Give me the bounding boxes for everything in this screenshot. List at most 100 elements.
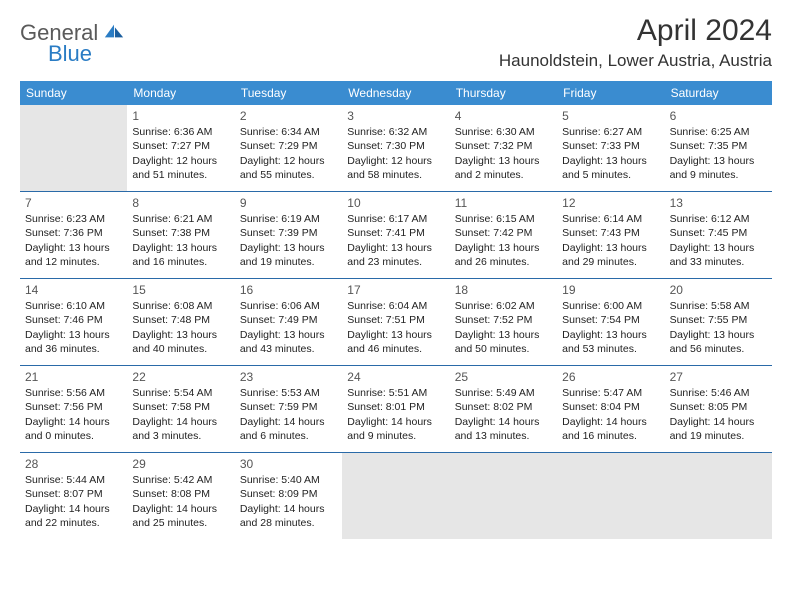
sunrise-line: Sunrise: 6:08 AM [132, 299, 229, 313]
calendar-cell: 16Sunrise: 6:06 AMSunset: 7:49 PMDayligh… [235, 279, 342, 365]
sunrise-line: Sunrise: 6:02 AM [455, 299, 552, 313]
sunrise-line: Sunrise: 6:19 AM [240, 212, 337, 226]
daylight-line: Daylight: 14 hours and 9 minutes. [347, 415, 444, 443]
daylight-line: Daylight: 13 hours and 29 minutes. [562, 241, 659, 269]
day-number: 15 [132, 282, 229, 298]
sunrise-line: Sunrise: 6:36 AM [132, 125, 229, 139]
daylight-line: Daylight: 13 hours and 36 minutes. [25, 328, 122, 356]
day-number: 23 [240, 369, 337, 385]
day-number: 7 [25, 195, 122, 211]
sunset-line: Sunset: 7:54 PM [562, 313, 659, 327]
sunset-line: Sunset: 7:51 PM [347, 313, 444, 327]
sunrise-line: Sunrise: 6:06 AM [240, 299, 337, 313]
day-number: 12 [562, 195, 659, 211]
sunset-line: Sunset: 8:01 PM [347, 400, 444, 414]
calendar-cell: 17Sunrise: 6:04 AMSunset: 7:51 PMDayligh… [342, 279, 449, 365]
sunrise-line: Sunrise: 6:17 AM [347, 212, 444, 226]
calendar-cell-empty [20, 105, 127, 191]
sunrise-line: Sunrise: 6:15 AM [455, 212, 552, 226]
sunrise-line: Sunrise: 5:58 AM [670, 299, 767, 313]
daylight-line: Daylight: 12 hours and 51 minutes. [132, 154, 229, 182]
calendar-cell: 4Sunrise: 6:30 AMSunset: 7:32 PMDaylight… [450, 105, 557, 191]
header: General Blue April 2024 Haunoldstein, Lo… [20, 14, 772, 71]
sunset-line: Sunset: 7:49 PM [240, 313, 337, 327]
day-number: 21 [25, 369, 122, 385]
brand-blue: Blue [48, 43, 125, 65]
daylight-line: Daylight: 13 hours and 2 minutes. [455, 154, 552, 182]
sunset-line: Sunset: 7:41 PM [347, 226, 444, 240]
calendar-cell: 13Sunrise: 6:12 AMSunset: 7:45 PMDayligh… [665, 192, 772, 278]
day-number: 24 [347, 369, 444, 385]
daylight-line: Daylight: 13 hours and 12 minutes. [25, 241, 122, 269]
sunrise-line: Sunrise: 5:40 AM [240, 473, 337, 487]
calendar-cell: 24Sunrise: 5:51 AMSunset: 8:01 PMDayligh… [342, 366, 449, 452]
logo-sail-icon [103, 22, 125, 40]
sunset-line: Sunset: 7:27 PM [132, 139, 229, 153]
calendar-cell: 12Sunrise: 6:14 AMSunset: 7:43 PMDayligh… [557, 192, 664, 278]
daylight-line: Daylight: 13 hours and 5 minutes. [562, 154, 659, 182]
day-number: 1 [132, 108, 229, 124]
daylight-line: Daylight: 13 hours and 33 minutes. [670, 241, 767, 269]
day-number: 20 [670, 282, 767, 298]
daylight-line: Daylight: 13 hours and 40 minutes. [132, 328, 229, 356]
day-number: 18 [455, 282, 552, 298]
sunrise-line: Sunrise: 6:23 AM [25, 212, 122, 226]
sunset-line: Sunset: 7:33 PM [562, 139, 659, 153]
sunset-line: Sunset: 7:36 PM [25, 226, 122, 240]
daylight-line: Daylight: 12 hours and 58 minutes. [347, 154, 444, 182]
daylight-line: Daylight: 12 hours and 55 minutes. [240, 154, 337, 182]
sunrise-line: Sunrise: 6:25 AM [670, 125, 767, 139]
sunset-line: Sunset: 7:59 PM [240, 400, 337, 414]
sunset-line: Sunset: 7:35 PM [670, 139, 767, 153]
sunset-line: Sunset: 7:29 PM [240, 139, 337, 153]
day-number: 26 [562, 369, 659, 385]
sunrise-line: Sunrise: 6:12 AM [670, 212, 767, 226]
sunset-line: Sunset: 8:04 PM [562, 400, 659, 414]
sunrise-line: Sunrise: 5:47 AM [562, 386, 659, 400]
day-number: 9 [240, 195, 337, 211]
daylight-line: Daylight: 14 hours and 28 minutes. [240, 502, 337, 530]
day-number: 2 [240, 108, 337, 124]
day-number: 19 [562, 282, 659, 298]
sunset-line: Sunset: 7:39 PM [240, 226, 337, 240]
sunset-line: Sunset: 7:55 PM [670, 313, 767, 327]
calendar-cell: 19Sunrise: 6:00 AMSunset: 7:54 PMDayligh… [557, 279, 664, 365]
calendar-cell: 15Sunrise: 6:08 AMSunset: 7:48 PMDayligh… [127, 279, 234, 365]
calendar-cell: 11Sunrise: 6:15 AMSunset: 7:42 PMDayligh… [450, 192, 557, 278]
sunrise-line: Sunrise: 6:10 AM [25, 299, 122, 313]
sunrise-line: Sunrise: 6:21 AM [132, 212, 229, 226]
day-number: 8 [132, 195, 229, 211]
sunset-line: Sunset: 7:52 PM [455, 313, 552, 327]
calendar-cell: 7Sunrise: 6:23 AMSunset: 7:36 PMDaylight… [20, 192, 127, 278]
calendar-cell-empty [342, 453, 449, 539]
daylight-line: Daylight: 13 hours and 43 minutes. [240, 328, 337, 356]
sunrise-line: Sunrise: 6:30 AM [455, 125, 552, 139]
sunset-line: Sunset: 7:48 PM [132, 313, 229, 327]
daylight-line: Daylight: 13 hours and 23 minutes. [347, 241, 444, 269]
brand-logo: General Blue [20, 22, 125, 65]
day-number: 27 [670, 369, 767, 385]
calendar-cell: 2Sunrise: 6:34 AMSunset: 7:29 PMDaylight… [235, 105, 342, 191]
sunset-line: Sunset: 7:45 PM [670, 226, 767, 240]
day-number: 30 [240, 456, 337, 472]
sunrise-line: Sunrise: 6:27 AM [562, 125, 659, 139]
daylight-line: Daylight: 14 hours and 13 minutes. [455, 415, 552, 443]
day-number: 14 [25, 282, 122, 298]
day-number: 28 [25, 456, 122, 472]
sunset-line: Sunset: 7:38 PM [132, 226, 229, 240]
sunset-line: Sunset: 8:05 PM [670, 400, 767, 414]
day-header: Tuesday [235, 81, 342, 105]
sunset-line: Sunset: 8:07 PM [25, 487, 122, 501]
day-header: Thursday [450, 81, 557, 105]
day-number: 3 [347, 108, 444, 124]
sunrise-line: Sunrise: 5:42 AM [132, 473, 229, 487]
day-header: Monday [127, 81, 234, 105]
day-header: Saturday [665, 81, 772, 105]
daylight-line: Daylight: 14 hours and 3 minutes. [132, 415, 229, 443]
day-number: 10 [347, 195, 444, 211]
calendar-cell: 18Sunrise: 6:02 AMSunset: 7:52 PMDayligh… [450, 279, 557, 365]
day-header: Wednesday [342, 81, 449, 105]
calendar-cell: 30Sunrise: 5:40 AMSunset: 8:09 PMDayligh… [235, 453, 342, 539]
page-title: April 2024 [499, 14, 772, 48]
daylight-line: Daylight: 14 hours and 6 minutes. [240, 415, 337, 443]
